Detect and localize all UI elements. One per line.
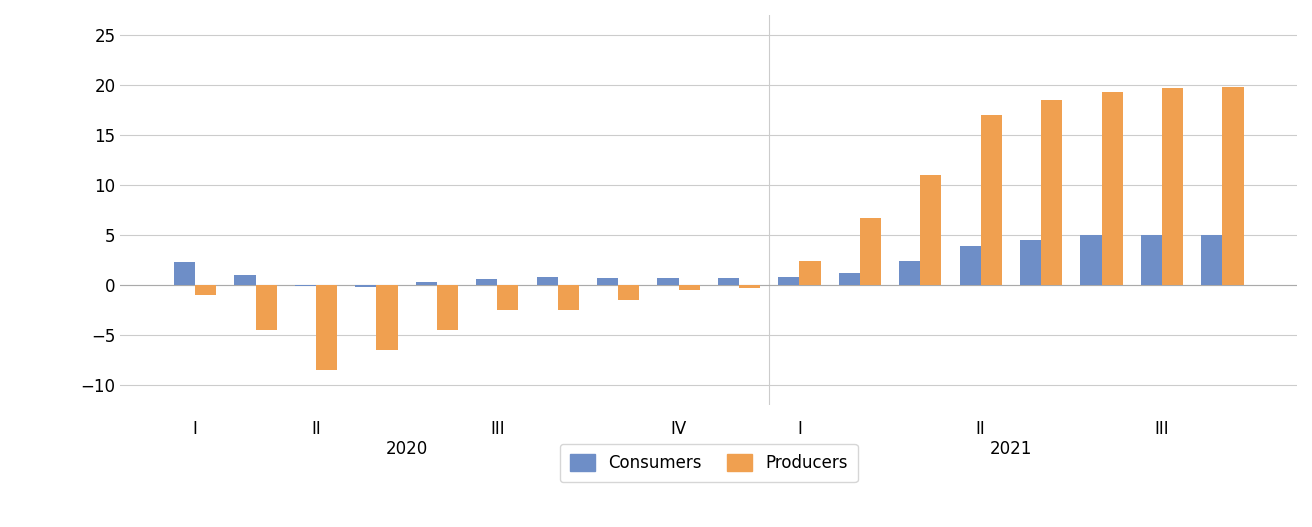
Bar xyxy=(899,261,920,285)
Bar xyxy=(838,273,859,285)
Bar xyxy=(437,285,458,330)
Bar xyxy=(195,285,216,295)
Bar xyxy=(476,279,497,285)
Text: IV: IV xyxy=(670,419,686,438)
Bar xyxy=(1202,235,1223,285)
Bar xyxy=(657,278,678,285)
Bar xyxy=(256,285,277,330)
Text: III: III xyxy=(489,419,505,438)
Text: I: I xyxy=(796,419,802,438)
Text: III: III xyxy=(1155,419,1169,438)
Bar xyxy=(920,175,942,285)
Bar xyxy=(1162,88,1183,285)
Bar xyxy=(174,262,195,285)
Text: II: II xyxy=(311,419,321,438)
Bar xyxy=(416,282,437,285)
Bar xyxy=(1141,235,1162,285)
Bar xyxy=(537,277,558,285)
Bar xyxy=(1042,100,1063,285)
Bar xyxy=(980,115,1002,285)
Bar xyxy=(295,285,316,286)
Text: II: II xyxy=(976,419,985,438)
Bar xyxy=(778,277,799,285)
Bar xyxy=(377,285,398,350)
Bar xyxy=(1223,87,1244,285)
Bar xyxy=(497,285,518,310)
Bar xyxy=(1080,235,1102,285)
Bar xyxy=(799,261,820,285)
Bar xyxy=(678,285,699,290)
Text: 2021: 2021 xyxy=(989,440,1033,457)
Bar xyxy=(1102,92,1123,285)
Bar xyxy=(316,285,337,370)
Bar xyxy=(597,278,618,285)
Bar xyxy=(235,275,256,285)
Bar xyxy=(618,285,639,300)
Bar xyxy=(859,218,880,285)
Text: I: I xyxy=(193,419,198,438)
Bar xyxy=(718,278,739,285)
Bar xyxy=(1019,240,1042,285)
Legend: Consumers, Producers: Consumers, Producers xyxy=(560,444,858,482)
Bar xyxy=(959,246,980,285)
Bar xyxy=(558,285,579,310)
Text: 2020: 2020 xyxy=(386,440,428,457)
Bar xyxy=(356,285,377,287)
Bar xyxy=(739,285,760,288)
